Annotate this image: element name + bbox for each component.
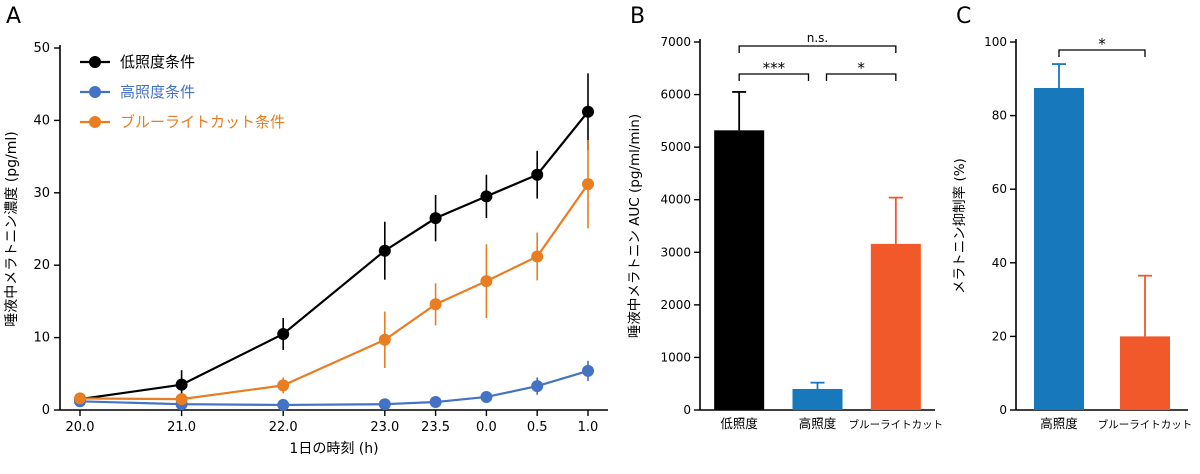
y-tick-label: 20 <box>33 258 50 273</box>
x-tick-label: 1.0 <box>578 420 599 435</box>
data-point <box>531 250 544 263</box>
x-tick-label: 23.5 <box>421 420 450 435</box>
legend-label: ブルーライトカット条件 <box>120 113 285 131</box>
data-point <box>74 392 86 405</box>
legend-label: 高照度条件 <box>120 83 195 101</box>
y-tick-label: 1000 <box>660 350 691 364</box>
data-point <box>531 168 544 181</box>
data-point <box>277 379 290 392</box>
y-tick-label: 0 <box>42 403 50 418</box>
x-axis-title: 1日の時刻 (h) <box>289 441 378 457</box>
y-tick-label: 0 <box>683 403 691 417</box>
data-point <box>582 105 594 118</box>
y-tick-label: 20 <box>992 329 1007 343</box>
data-point <box>378 333 391 346</box>
y-tick-label: 10 <box>33 331 50 346</box>
bar <box>792 388 843 410</box>
panel-a-letter: A <box>6 4 22 29</box>
data-point <box>531 380 544 393</box>
significance-bracket <box>738 45 897 53</box>
category-label: 低照度 <box>720 416 758 431</box>
data-point <box>175 378 188 391</box>
category-label: ブルーライトカット <box>1098 418 1193 431</box>
y-tick-label: 5000 <box>660 140 691 154</box>
significance-label: * <box>1098 35 1106 53</box>
bar <box>1120 336 1170 410</box>
legend-marker-dot <box>89 116 101 128</box>
data-point <box>378 244 391 257</box>
data-point <box>378 398 391 411</box>
x-tick-label: 0.0 <box>476 420 497 435</box>
y-tick-label: 60 <box>992 182 1007 196</box>
bar <box>714 130 765 410</box>
category-label: ブルーライトカット <box>849 418 944 431</box>
bar <box>1034 88 1084 410</box>
y-axis-title: 唾液中メラトニン濃度 (pg/ml) <box>4 131 20 326</box>
category-label: 高照度 <box>1040 416 1078 431</box>
significance-label: * <box>857 59 865 77</box>
data-point <box>429 212 442 225</box>
line-chart-melatonin-concentration: 0 10 20 30 40 50 20.0 21.0 22.0 23.0 23.5 0.0 0.5 1.0… <box>4 41 608 457</box>
y-tick-label: 7000 <box>660 35 691 49</box>
x-tick-label: 0.5 <box>527 420 548 435</box>
y-tick-label: 4000 <box>660 193 691 207</box>
y-tick-label: 40 <box>992 256 1007 270</box>
data-point <box>582 178 594 191</box>
y-tick-label: 3000 <box>660 245 691 259</box>
bar-chart-melatonin-auc: 0 1000 2000 3000 4000 5000 6000 7000 唾液中メラトニン AU… <box>627 31 944 431</box>
significance-bracket <box>825 73 897 81</box>
legend-marker-dot <box>89 56 101 68</box>
y-axis-title: メラトニン抑制率 (%) <box>951 158 968 294</box>
x-tick-label: 23.0 <box>370 420 399 435</box>
legend-label: 低照度条件 <box>120 53 195 71</box>
data-point <box>277 398 290 411</box>
significance-label: *** <box>763 59 786 77</box>
y-tick-label: 6000 <box>660 88 691 102</box>
panel-c-letter: C <box>956 4 972 29</box>
series-line <box>79 369 589 407</box>
significance-bracket <box>738 73 810 81</box>
y-tick-label: 2000 <box>660 298 691 312</box>
data-point <box>429 298 442 311</box>
y-tick-label: 80 <box>992 109 1007 123</box>
y-tick-label: 40 <box>33 113 50 128</box>
data-point <box>277 327 290 340</box>
data-point <box>480 190 493 203</box>
x-tick-label: 21.0 <box>167 420 196 435</box>
significance-label: n.s. <box>807 31 829 45</box>
series-line <box>79 111 589 401</box>
category-label: 高照度 <box>799 416 837 431</box>
data-point <box>429 396 442 409</box>
series-line <box>79 183 589 401</box>
legend-marker-dot <box>89 86 101 98</box>
panel-b-letter: B <box>630 4 646 29</box>
data-point <box>175 393 188 406</box>
data-point <box>480 275 493 288</box>
y-tick-label: 0 <box>999 403 1007 417</box>
y-tick-label: 100 <box>984 35 1007 49</box>
data-point <box>582 364 594 377</box>
bar-chart-melatonin-suppression: 0 20 40 60 80 100 メラトニン抑制率 (%) 高照度 ブルーライトカット * <box>951 35 1193 431</box>
y-tick-label: 30 <box>33 186 50 201</box>
data-point <box>480 390 493 403</box>
significance-bracket <box>1058 49 1146 57</box>
bar <box>870 243 921 410</box>
y-tick-label: 50 <box>33 41 50 56</box>
x-tick-label: 22.0 <box>269 420 298 435</box>
x-tick-label: 20.0 <box>66 420 95 435</box>
y-axis-title: 唾液中メラトニン AUC (pg/ml/min) <box>627 114 643 338</box>
